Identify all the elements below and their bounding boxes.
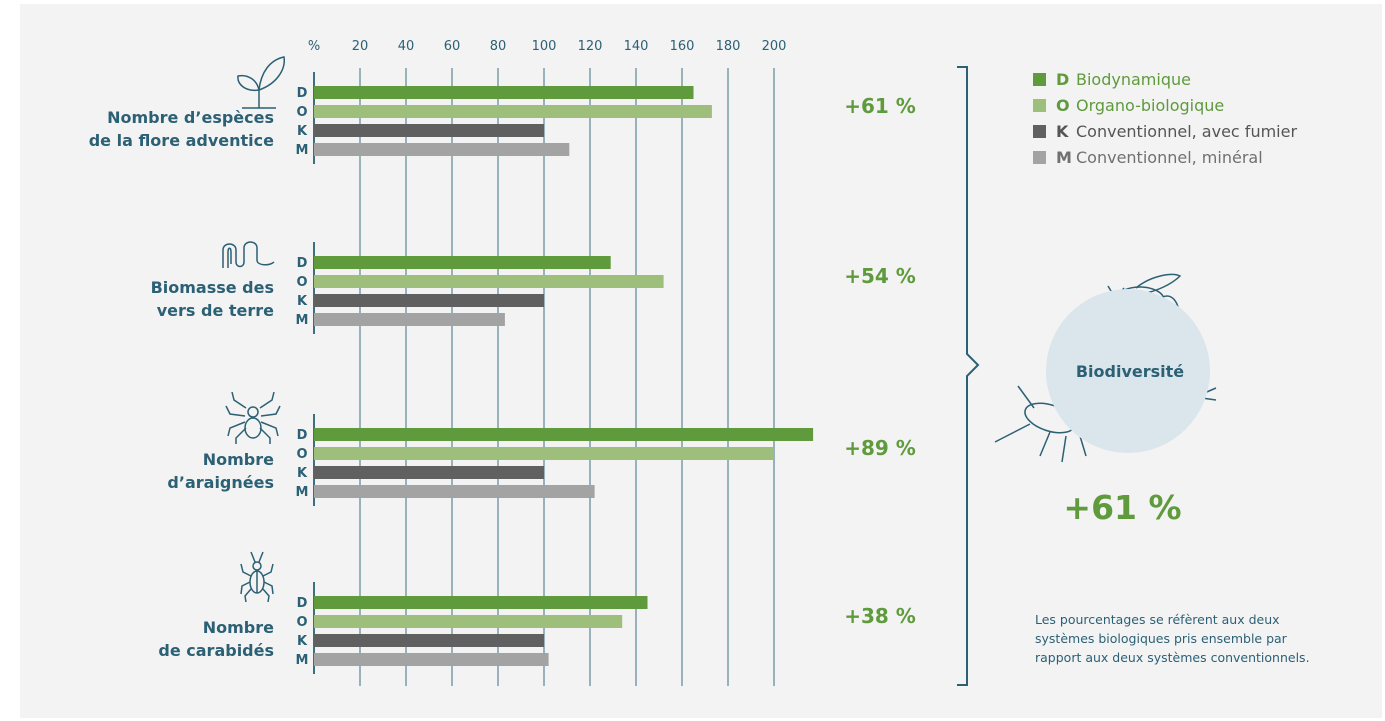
legend-item-k: K Conventionnel, avec fumier [1033,118,1297,144]
tick-label: 100 [532,39,557,54]
tick-label: 200 [762,39,787,54]
tick-label: 180 [716,39,741,54]
change-label: +61 % [844,94,916,118]
row-code-label: K [297,466,308,481]
row-code-label: D [297,596,308,611]
legend-code: M [1056,147,1072,167]
change-label: +89 % [844,436,916,460]
row-code-label: O [296,615,307,630]
category-label: Nombre [203,450,274,469]
category-label: de carabidés [158,641,274,660]
bar [314,86,694,99]
category-label: d’araignées [167,473,274,492]
tick-label: 60 [444,39,461,54]
row-code-label: O [296,447,307,462]
tick-label: 80 [490,39,507,54]
row-code-label: K [297,294,308,309]
row-code-label: M [296,653,309,668]
bar [314,466,544,479]
bar [314,653,549,666]
change-label: +54 % [844,264,916,288]
legend-code: O [1056,95,1070,115]
row-code-label: K [297,634,308,649]
row-code-label: M [296,143,309,158]
row-code-label: M [296,313,309,328]
category-label: Nombre [203,618,274,637]
row-code-label: M [296,485,309,500]
biodiversity-total: +61 % [1063,488,1182,527]
row-code-label: K [297,124,308,139]
bar [314,294,544,307]
footnote: Les pourcentages se réfèrent aux deux sy… [1035,612,1310,665]
row-code-label: D [297,256,308,271]
row-code-label: O [296,105,307,120]
legend-swatch-m [1033,150,1046,164]
plant-icon [237,56,285,109]
legend-label: Conventionnel, avec fumier [1076,121,1298,141]
category-label: vers de terre [157,301,274,320]
tick-label: 160 [670,39,695,54]
legend-code: D [1056,69,1070,89]
legend-label: Organo-biologique [1076,95,1225,115]
biodiversity-circle [1046,289,1210,453]
tick-label: 140 [624,39,649,54]
change-label: +38 % [844,604,916,628]
legend-code: K [1056,121,1069,141]
row-code-label: O [296,275,307,290]
biodiversity-label: Biodiversité [1075,362,1185,381]
bar [314,105,712,118]
bar [314,447,774,460]
bar [314,428,814,441]
summary-bracket [957,66,980,686]
worm-icon [222,241,275,268]
legend-label: Conventionnel, minéral [1076,147,1263,167]
tick-label: 40 [398,39,415,54]
category-label: de la flore adventice [89,131,274,150]
legend-item-o: O Organo-biologique [1033,92,1297,118]
legend-item-d: D Biodynamique [1033,66,1297,92]
tick-label: 20 [352,39,369,54]
beetle-icon [240,551,274,603]
bar [314,485,595,498]
bar [314,634,544,647]
legend: D Biodynamique O Organo-biologique K Con… [1033,66,1297,170]
spider-icon [225,391,281,444]
row-code-label: D [297,428,308,443]
chart-card: % 20 40 60 80 100 120 140 160 180 200 D O K M Nombre d’… [20,4,1382,718]
legend-label: Biodynamique [1076,69,1191,89]
legend-swatch-o [1033,98,1046,112]
bar [314,313,505,326]
axis-unit-label: % [308,39,320,54]
bar [314,124,544,137]
legend-swatch-d [1033,72,1046,86]
category-label: Nombre d’espèces [107,108,274,127]
tick-label: 120 [578,39,603,54]
bar [314,615,623,628]
bar [314,256,611,269]
category-label: Biomasse des [151,278,274,297]
bar [314,143,570,156]
legend-swatch-k [1033,124,1046,138]
bar [314,275,664,288]
legend-item-m: M Conventionnel, minéral [1033,144,1297,170]
row-code-label: D [297,86,308,101]
bar [314,596,648,609]
